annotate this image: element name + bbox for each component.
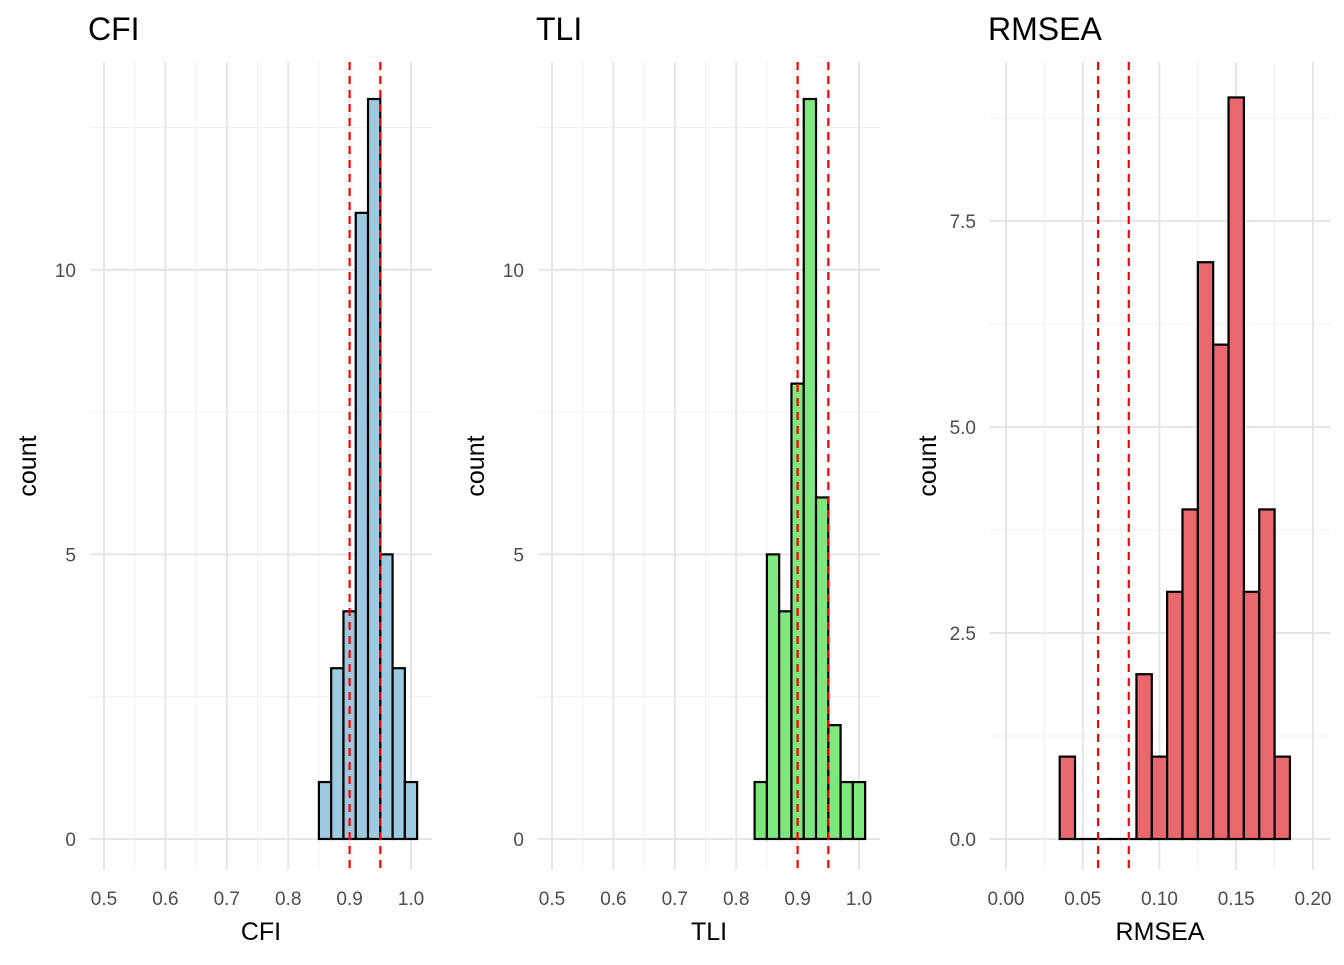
histogram-bar: [1273, 755, 1292, 841]
y-axis-label: count: [14, 435, 42, 496]
histogram-bar: [366, 97, 382, 841]
histogram-bar: [1242, 590, 1261, 841]
y-tick-label: 10: [55, 261, 76, 282]
x-axis-label: RMSEA: [1116, 918, 1205, 946]
x-tick-label: 0.8: [723, 889, 749, 910]
histogram-bar: [1212, 343, 1230, 841]
histogram-bar: [403, 780, 419, 841]
histogram-bar: [1196, 261, 1215, 841]
y-tick-label: 5.0: [950, 418, 976, 439]
x-tick-label: 0.5: [91, 889, 117, 910]
histogram-bar: [1150, 755, 1169, 841]
x-tick-label: 1.0: [398, 889, 424, 910]
histogram-bar: [851, 780, 867, 841]
y-tick-label: 10: [503, 261, 524, 282]
histogram-bar: [379, 553, 394, 841]
panel-title: CFI: [88, 11, 140, 47]
x-tick-label: 0.6: [152, 889, 178, 910]
histogram-bar: [765, 553, 781, 841]
x-tick-label: 0.6: [600, 889, 626, 910]
y-tick-label: 2.5: [950, 624, 976, 645]
histogram-bar: [1166, 590, 1184, 841]
x-tick-label: 0.00: [987, 889, 1024, 910]
y-tick-label: 5: [513, 545, 524, 566]
y-tick-label: 7.5: [950, 212, 976, 233]
x-tick-label: 0.5: [539, 889, 565, 910]
x-tick-label: 1.0: [846, 889, 872, 910]
y-tick-label: 0.0: [950, 830, 976, 851]
panel-tli: 0.5 0.6 0.7 0.8 0.9 1.0 0 5 10 TLI count TLI: [462, 11, 880, 946]
histogram-bar: [1181, 508, 1199, 841]
y-axis-label: count: [462, 435, 490, 496]
histogram-bar: [802, 97, 818, 841]
histogram-bar: [1058, 755, 1077, 841]
histogram-bar: [753, 780, 769, 841]
histogram-bar: [317, 780, 333, 841]
x-tick-label: 0.9: [784, 889, 810, 910]
x-tick-label: 0.7: [214, 889, 240, 910]
x-tick-label: 0.10: [1141, 889, 1178, 910]
x-tick-label: 0.15: [1218, 889, 1255, 910]
panel-title: TLI: [536, 11, 582, 47]
y-tick-label: 0: [513, 830, 524, 851]
panel-cfi: 0.5 0.6 0.7 0.8 0.9 1.0 0 5 10 CFI count CFI: [14, 11, 432, 946]
panel-rmsea: 0.00 0.05 0.10 0.15 0.20 0.0 2.5 5.0 7.5 RMSEA cou…: [914, 11, 1331, 946]
histogram-bar: [839, 780, 854, 841]
x-tick-label: 0.20: [1294, 889, 1331, 910]
x-axis-label: TLI: [691, 918, 727, 946]
y-tick-label: 5: [65, 545, 76, 566]
x-tick-label: 0.7: [662, 889, 688, 910]
histogram-bar: [391, 667, 406, 841]
histogram-bar: [1135, 673, 1153, 841]
histogram-bar: [778, 610, 793, 841]
histogram-bar: [354, 211, 370, 841]
histogram-bar: [814, 496, 830, 841]
panel-title: RMSEA: [988, 11, 1102, 47]
histogram-bar: [1258, 508, 1276, 841]
histogram-bar: [1227, 96, 1245, 841]
x-tick-label: 0.9: [336, 889, 362, 910]
histogram-bar: [827, 724, 842, 841]
y-axis-label: count: [914, 435, 942, 496]
histogram-bar: [330, 667, 345, 841]
x-axis-label: CFI: [241, 918, 281, 946]
y-tick-label: 0: [65, 830, 76, 851]
x-tick-label: 0.8: [275, 889, 301, 910]
x-tick-label: 0.05: [1064, 889, 1101, 910]
